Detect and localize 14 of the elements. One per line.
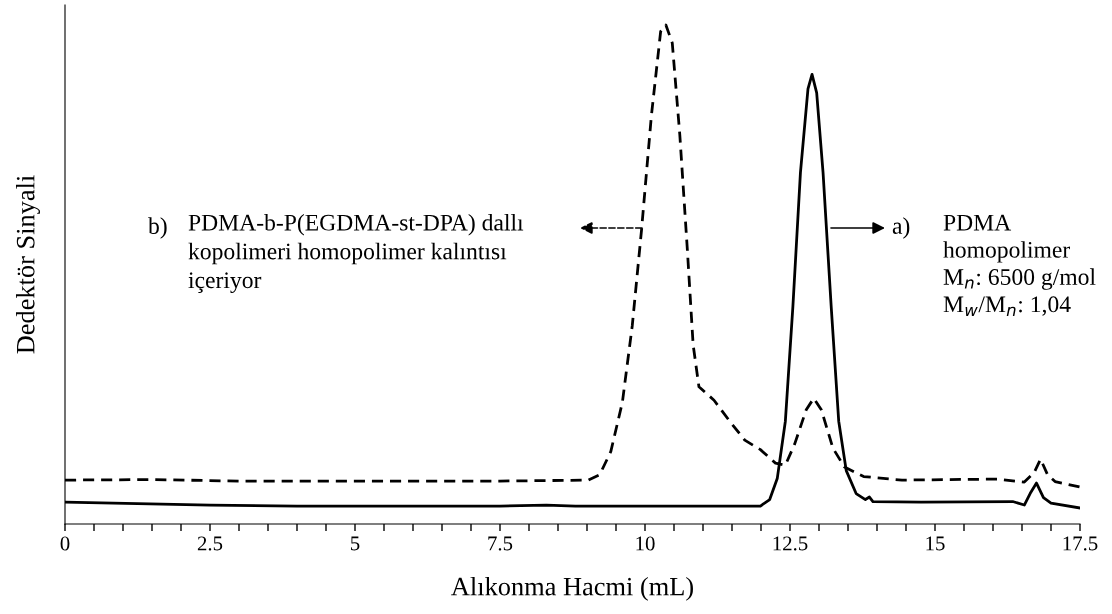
x-tick-label: 2.5 xyxy=(197,536,223,551)
x-axis-title: Alıkonma Hacmi (mL) xyxy=(451,576,693,601)
x-tick-label: 17.5 xyxy=(1063,536,1098,551)
annotation: b) xyxy=(148,217,167,239)
annotation: PDMA-b-P(EGDMA-st-DPA) dallı kopolimeri homopolimer kalıntısı içeriyor xyxy=(188,214,524,294)
x-tick-label: 7.5 xyxy=(488,536,513,551)
y-axis-title: Dedektör Sinyali xyxy=(15,175,40,354)
x-tick-label: 12.5 xyxy=(773,536,808,551)
x-tick-label: 5 xyxy=(351,536,360,551)
annotation: a) xyxy=(892,217,910,239)
x-tick-label: 15 xyxy=(926,536,945,551)
x-tick-label: 10 xyxy=(636,536,655,551)
x-tick-label: 0 xyxy=(60,536,70,551)
text: PDMA homopolimer M$_{n}$: 6500 g/mol M$_{w}$/M$_{n}$: 1,04 xyxy=(943,214,1096,316)
